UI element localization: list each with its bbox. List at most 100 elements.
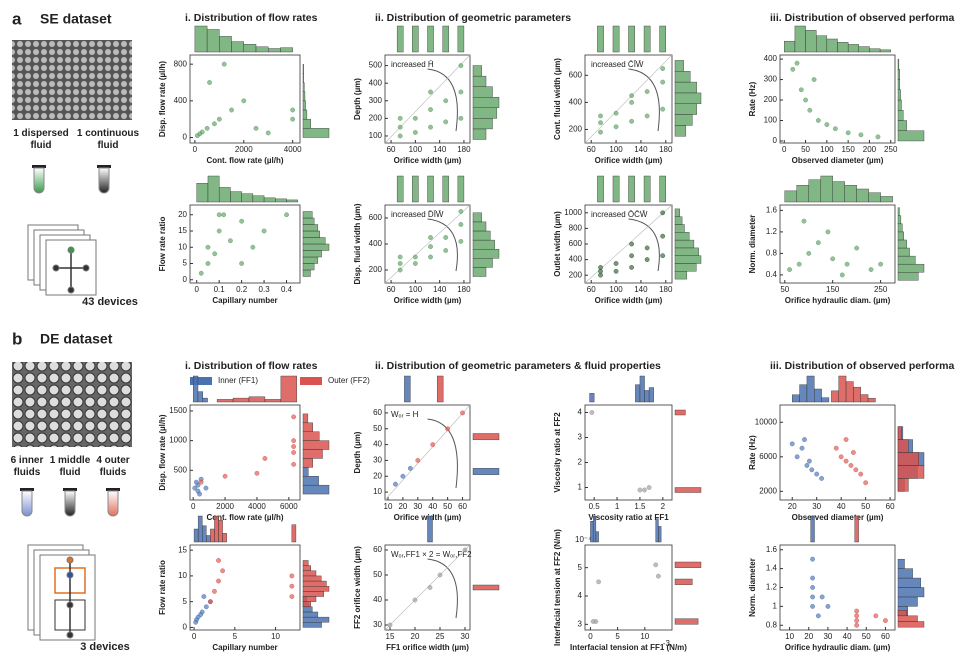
- histogram-bar: [193, 528, 199, 543]
- data-point: [854, 613, 860, 619]
- legend-swatch: [190, 377, 212, 385]
- x-tick-label: 2: [661, 502, 666, 511]
- data-point: [845, 130, 851, 136]
- data-point: [216, 228, 222, 234]
- histogram-bar: [218, 187, 231, 203]
- data-point: [407, 465, 413, 471]
- data-point: [397, 133, 403, 139]
- y-tick-label: 10000: [755, 417, 778, 426]
- histogram-bar: [674, 487, 702, 493]
- histogram-bar: [897, 99, 902, 111]
- x-tick-label: 30: [413, 502, 422, 511]
- histogram-bar: [302, 211, 313, 219]
- x-axis-label: Observed diameter (µm): [792, 513, 884, 522]
- histogram-bar: [302, 565, 312, 571]
- x-tick-label: 2000: [235, 145, 253, 154]
- legend-label: Outer (FF2): [328, 376, 370, 385]
- data-point: [443, 235, 449, 240]
- x-tick-label: 40: [837, 502, 846, 511]
- x-axis-label: Capillary number: [212, 643, 277, 652]
- y-tick-label: 60: [373, 408, 382, 417]
- histogram-bar: [648, 387, 654, 403]
- data-point: [853, 467, 859, 473]
- data-point: [839, 272, 845, 278]
- data-point: [598, 129, 603, 135]
- data-point: [400, 473, 406, 479]
- x-tick-label: 100: [820, 145, 834, 154]
- histogram-bar: [206, 535, 211, 543]
- histogram-bar: [897, 110, 904, 121]
- histogram-bar: [263, 197, 276, 203]
- x-tick-label: 60: [458, 502, 467, 511]
- histogram-bar: [659, 175, 666, 203]
- x-axis-label: Cont. flow rate (µl/h): [206, 156, 283, 165]
- histogram-bar: [808, 179, 821, 203]
- data-point: [458, 63, 464, 68]
- histogram-bar: [897, 478, 909, 492]
- histogram-bar: [230, 191, 242, 203]
- x-tick-label: 50: [780, 285, 789, 294]
- histogram-bar: [302, 449, 323, 459]
- histogram-bar: [845, 381, 854, 403]
- histogram-bar: [897, 609, 907, 617]
- y-tick-label: 0.8: [766, 620, 778, 629]
- x-tick-label: 0: [191, 502, 196, 511]
- data-point: [428, 254, 433, 260]
- data-point: [216, 212, 222, 218]
- micrograph: [12, 40, 132, 120]
- data-point: [458, 115, 464, 121]
- data-point: [660, 253, 666, 259]
- arrow: [628, 218, 660, 272]
- y-tick-label: 1.4: [766, 564, 778, 573]
- x-tick-label: 30: [461, 632, 470, 641]
- histogram-bar: [302, 82, 305, 92]
- x-tick-label: 4000: [248, 502, 266, 511]
- x-tick-label: 140: [634, 285, 648, 294]
- data-point: [412, 597, 418, 603]
- histogram-bar: [897, 69, 900, 80]
- tube: [63, 488, 77, 517]
- histogram-bar: [302, 269, 311, 277]
- histogram-bar: [404, 375, 411, 403]
- section-title: i. Distribution of flow rates: [185, 12, 318, 24]
- y-tick-label: 600: [569, 70, 583, 79]
- panel-letter: a: [12, 9, 22, 28]
- histogram-bar: [472, 433, 500, 441]
- x-tick-label: 200: [863, 145, 877, 154]
- histogram-bar: [472, 230, 491, 241]
- y-tick-label: 0: [773, 136, 778, 145]
- histogram-bar: [897, 255, 916, 265]
- histogram-bar: [674, 271, 688, 280]
- histogram-bar: [796, 185, 809, 203]
- x-axis-label: Capillary number: [212, 296, 277, 305]
- data-point: [291, 414, 297, 420]
- data-point: [428, 244, 433, 250]
- data-point: [854, 245, 860, 251]
- histogram-bar: [674, 232, 690, 241]
- data-point: [239, 218, 245, 224]
- histogram-bar: [792, 394, 800, 403]
- histogram-bar: [844, 185, 857, 203]
- plot-frame: [189, 54, 301, 144]
- data-point: [261, 228, 267, 234]
- data-point: [809, 467, 815, 473]
- histogram-bar: [252, 195, 265, 203]
- histogram-bar: [302, 128, 330, 138]
- plot-frame: [384, 54, 471, 144]
- histogram-bar: [472, 221, 487, 232]
- histogram-bar: [302, 91, 306, 102]
- y-axis-label: Disp. fluid width (µm): [353, 203, 362, 284]
- histogram-bar: [207, 175, 220, 203]
- histogram-bar: [472, 584, 500, 591]
- histogram-bar: [897, 577, 921, 588]
- plot-frame: [189, 404, 301, 501]
- annotation: increased C̄ĪW̄: [591, 60, 644, 69]
- histogram-bar: [442, 175, 449, 203]
- y-tick-label: 0: [183, 275, 188, 284]
- x-tick-label: 0: [782, 145, 787, 154]
- data-point: [428, 235, 433, 240]
- histogram-bar: [897, 247, 910, 257]
- histogram-bar: [897, 452, 919, 466]
- histogram-bar: [302, 230, 320, 238]
- y-tick-label: 200: [369, 113, 383, 122]
